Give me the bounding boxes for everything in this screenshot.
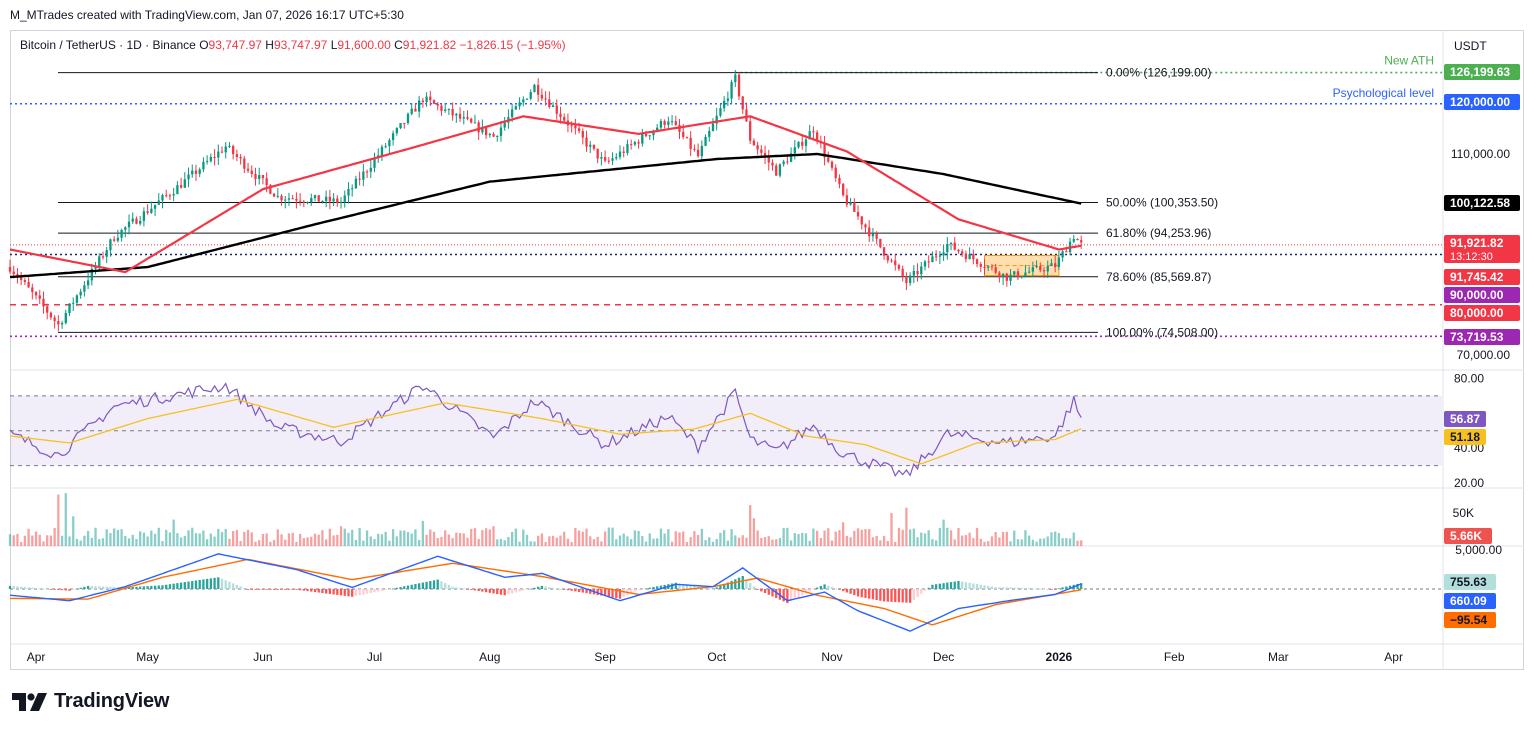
low-label: L <box>330 38 338 52</box>
open-value: 93,747.97 <box>208 38 262 52</box>
change-value: −1,826.15 (−1.95%) <box>459 38 566 52</box>
tradingview-logo[interactable]: TradingView <box>12 690 169 713</box>
close-value: 91,921.82 <box>402 38 457 52</box>
symbol-label[interactable]: Bitcoin / TetherUS · 1D · Binance <box>20 38 196 52</box>
attribution: M_MTrades created with TradingView.com, … <box>10 8 404 22</box>
tradingview-logo-text: TradingView <box>54 690 170 712</box>
ohlc-legend: Bitcoin / TetherUS · 1D · Binance O93,74… <box>20 38 566 52</box>
open-label: O <box>199 38 209 52</box>
tradingview-logo-icon <box>12 692 47 711</box>
low-value: 91,600.00 <box>337 38 391 52</box>
close-label: C <box>394 38 403 52</box>
chart-frame[interactable] <box>10 30 1524 670</box>
high-label: H <box>265 38 274 52</box>
high-value: 93,747.97 <box>273 38 328 52</box>
